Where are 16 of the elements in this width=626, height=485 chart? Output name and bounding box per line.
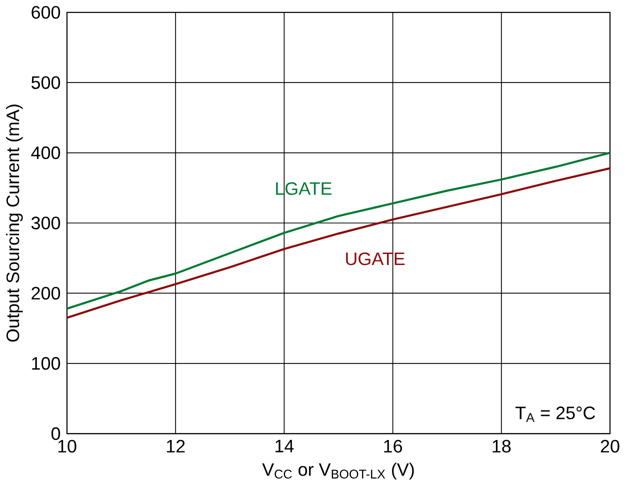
y-tick-label: 600: [32, 6, 60, 19]
x-tick-label: 16: [384, 440, 402, 452]
x-tick-label: 12: [166, 440, 185, 452]
y-tick-label: 400: [31, 146, 60, 159]
x-tick-label: 14: [276, 440, 294, 452]
x-axis-title: V$_{CC}$ or V$_{BOOT-LX}$ (V): [262, 462, 414, 480]
y-tick-label: 300: [31, 216, 60, 230]
y-tick-label: 100: [32, 356, 60, 370]
x-tick-label: 18: [492, 440, 511, 452]
x-tick-label: 20: [600, 440, 620, 452]
y-tick-label: 200: [32, 286, 60, 300]
annotation: T$_{A}$ = 25°C: [516, 406, 596, 422]
y-axis-title: Output Sourcing Current (mA): [6, 104, 23, 342]
y-tick-label: 500: [31, 76, 60, 89]
x-tick-label: 10: [58, 440, 76, 452]
y-tick-label: 0: [51, 427, 60, 440]
